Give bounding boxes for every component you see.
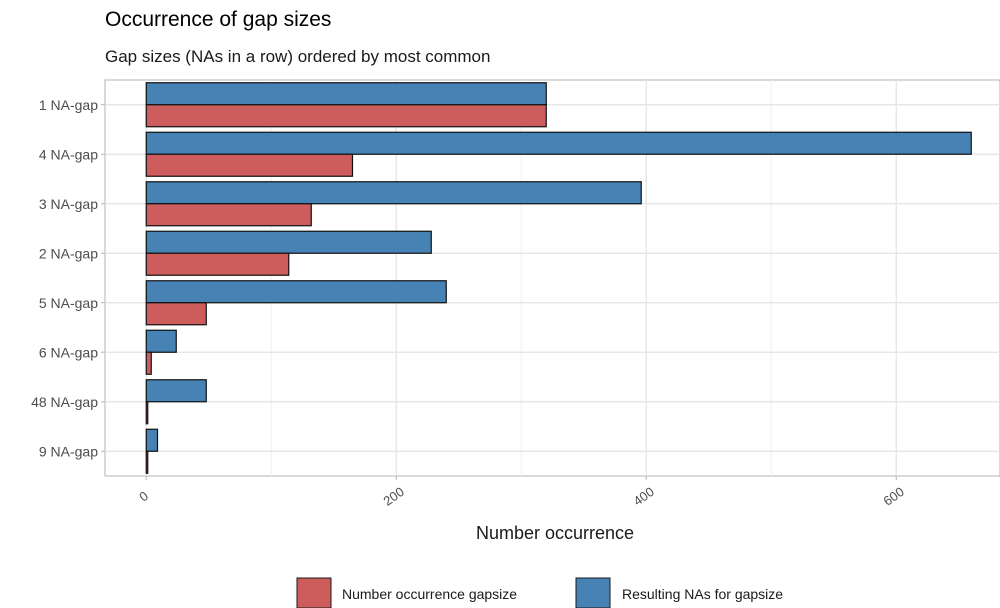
y-tick-label: 5 NA-gap [39, 295, 98, 311]
x-tick-label: 400 [630, 484, 656, 509]
bar-number-occurrence [145, 450, 149, 474]
y-tick-label: 3 NA-gap [39, 196, 98, 212]
bar-resulting-nas [145, 280, 447, 304]
bar-layer [145, 82, 972, 474]
axis-layer: 1 NA-gap 4 NA-gap 3 NA-gap 2 NA-gap 5 NA-gap… [31, 97, 907, 509]
y-tick-label: 48 NA-gap [31, 394, 98, 410]
y-tick-label: 1 NA-gap [39, 97, 98, 113]
y-tick-label: 9 NA-gap [39, 443, 98, 459]
x-tick-label: 200 [380, 484, 406, 509]
bar-number-occurrence [145, 203, 312, 227]
x-tick-label: 0 [136, 488, 151, 504]
legend-swatch-resulting-nas [575, 577, 611, 608]
bar-number-occurrence [145, 401, 149, 425]
plot-panel-border [104, 79, 1000, 477]
bar-number-occurrence [145, 153, 354, 177]
legend-label-resulting-nas: Resulting NAs for gapsize [622, 586, 783, 602]
bar-number-occurrence [145, 104, 547, 128]
bar-resulting-nas [145, 379, 207, 403]
bar-resulting-nas [145, 428, 159, 452]
bar-number-occurrence [145, 351, 152, 375]
bar-resulting-nas [145, 181, 642, 205]
y-tick-label: 4 NA-gap [39, 146, 98, 162]
bar-resulting-nas [145, 329, 177, 353]
x-axis-label: Number occurrence [476, 523, 634, 543]
x-tick-label: 600 [880, 484, 906, 509]
bar-number-occurrence [145, 302, 207, 326]
y-tick-label: 2 NA-gap [39, 245, 98, 261]
legend: Number occurrence gapsize Resulting NAs … [296, 577, 783, 608]
bar-resulting-nas [145, 131, 972, 155]
chart-title: Occurrence of gap sizes [105, 8, 331, 31]
y-tick-label: 6 NA-gap [39, 344, 98, 360]
legend-swatch-number-occurrence [296, 577, 332, 608]
legend-label-number-occurrence: Number occurrence gapsize [342, 586, 517, 602]
bar-resulting-nas [145, 230, 432, 254]
bar-number-occurrence [145, 252, 290, 276]
bar-resulting-nas [145, 82, 547, 106]
chart-subtitle: Gap sizes (NAs in a row) ordered by most… [105, 47, 490, 66]
